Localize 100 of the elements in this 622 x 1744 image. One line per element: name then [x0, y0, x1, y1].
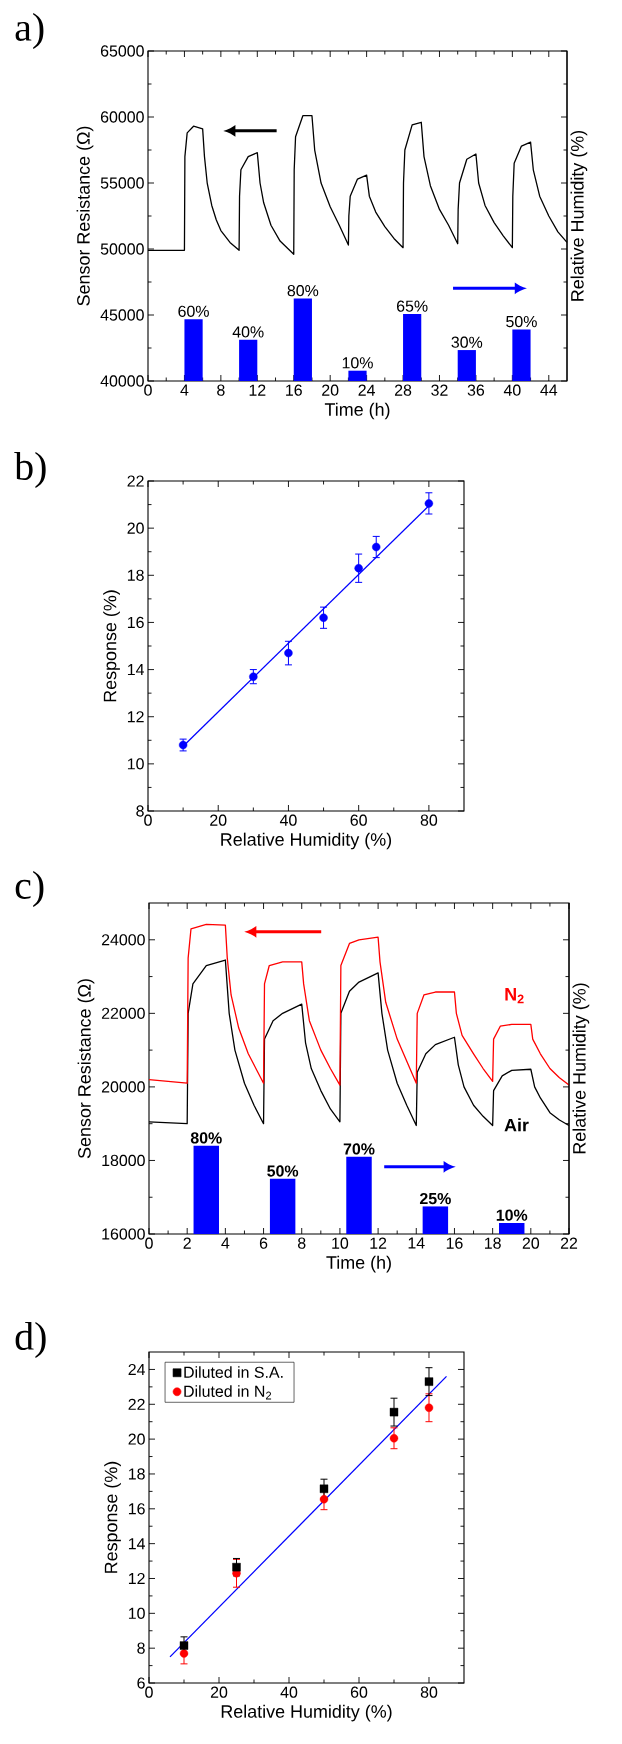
y-tick-label: 22 [127, 475, 144, 487]
x-tick-label: 40 [280, 1686, 298, 1698]
x-tick-label: 60 [350, 1686, 368, 1698]
x-tick-label: 12 [370, 1237, 387, 1249]
x-tick-label: 8 [297, 1237, 306, 1249]
y-tick-label: 18 [128, 1468, 145, 1480]
bar [293, 298, 312, 381]
x-tick-label: 0 [144, 814, 152, 826]
x-axis-title: Relative Humidity (%) [221, 832, 392, 850]
x-tick-label: 80 [420, 814, 438, 826]
point [179, 1641, 189, 1650]
y-tick-label: 14 [127, 664, 145, 676]
point [424, 499, 434, 508]
chart-title: c) [15, 870, 44, 908]
data-label: 60% [178, 305, 209, 317]
bar [346, 1156, 372, 1235]
point [389, 1407, 399, 1417]
x-tick-label: 22 [560, 1237, 578, 1249]
y-tick-label: 55000 [100, 177, 144, 189]
data-label: 50% [506, 315, 537, 328]
y-tick-label: 10 [127, 758, 144, 770]
bar [348, 370, 367, 381]
point [372, 542, 381, 552]
bar [239, 339, 258, 381]
data-label: 80% [190, 1132, 222, 1144]
y-axis-title: Response (%) [103, 590, 120, 702]
data-label: 70% [343, 1143, 375, 1155]
y-tick-label: 16000 [102, 1228, 145, 1240]
y-tick-label: 24000 [101, 934, 145, 946]
chart-title: d) [15, 1321, 46, 1359]
y-tick-label: 12 [127, 711, 144, 723]
x-tick-label: 20 [210, 814, 227, 826]
point [232, 1562, 241, 1572]
y2-axis-title: Relative Humidity (%) [570, 130, 588, 301]
y-axis-title: Response (%) [104, 1461, 121, 1573]
x-tick-label: 6 [259, 1237, 268, 1249]
y-tick-label: 22000 [101, 1007, 145, 1019]
data-label: 30% [451, 336, 483, 348]
y-tick-label: 8 [136, 805, 144, 817]
x-tick-label: 28 [394, 384, 412, 396]
bar [193, 1145, 219, 1235]
bar [457, 350, 476, 381]
x-tick-label: 16 [286, 384, 302, 396]
y-tick-label: 22 [128, 1398, 145, 1410]
y-tick-label: 20 [128, 1433, 145, 1445]
y-tick-label: 14 [128, 1538, 146, 1550]
y-axis-title: Sensor Resistance (Ω) [77, 979, 95, 1159]
data-label: 10% [342, 357, 373, 369]
x-tick-label: 20 [322, 384, 339, 396]
x-tick-label: 0 [145, 1686, 153, 1698]
y-tick-label: 16 [127, 616, 144, 629]
point [319, 1495, 329, 1504]
legend-label: Air [504, 1118, 529, 1132]
y-tick-label: 60000 [100, 111, 144, 123]
x-tick-label: 2 [183, 1237, 191, 1249]
x-tick-label: 60 [350, 814, 367, 826]
y-tick-label: 12 [128, 1572, 145, 1585]
x-tick-label: 20 [522, 1237, 540, 1249]
series-label: N$_{2}$ [505, 988, 524, 1004]
point [319, 1484, 329, 1493]
bar [512, 329, 531, 381]
x-tick-label: 10 [332, 1237, 349, 1249]
x-tick-label: 32 [431, 384, 448, 396]
y-tick-label: 18 [127, 569, 144, 581]
y-tick-label: 24 [128, 1363, 146, 1376]
x-tick-label: 16 [446, 1237, 463, 1249]
x-tick-label: 36 [467, 384, 485, 396]
y-tick-label: 65000 [100, 45, 144, 57]
x-tick-label: 44 [540, 384, 558, 396]
point [284, 648, 293, 658]
y-axis-title: Sensor Resistance (Ω) [76, 126, 94, 306]
y-tick-label: 6 [137, 1677, 145, 1689]
x-tick-label: 4 [180, 384, 189, 396]
data-label: 65% [397, 300, 428, 312]
legend-label: Diluted in N$_{2}$ [184, 1385, 272, 1400]
x-tick-label: 0 [144, 384, 152, 396]
x-tick-label: 24 [358, 384, 375, 396]
point [179, 1649, 189, 1658]
chart-title: a) [15, 12, 44, 50]
y-tick-label: 16 [128, 1503, 145, 1515]
data-label: 25% [419, 1192, 451, 1205]
x-tick-label: 12 [249, 384, 266, 396]
bar [499, 1222, 525, 1235]
y-tick-label: 50000 [100, 243, 144, 255]
y-tick-label: 40000 [100, 375, 144, 387]
x-tick-label: 40 [503, 384, 521, 396]
y2-axis-title: Relative Humidity (%) [572, 983, 590, 1154]
point [354, 564, 363, 573]
x-axis-title: Relative Humidity (%) [221, 1704, 392, 1722]
y-tick-label: 45000 [100, 309, 144, 321]
point [319, 613, 328, 622]
data-label: 80% [287, 285, 319, 297]
legend-label: Diluted in S.A. [184, 1366, 283, 1378]
x-tick-label: 14 [408, 1237, 425, 1249]
y-tick-label: 18000 [102, 1154, 145, 1167]
y-tick-label: 10 [128, 1607, 145, 1619]
bar [422, 1206, 449, 1235]
point [249, 672, 258, 681]
data-label: 50% [267, 1165, 299, 1177]
bar [269, 1178, 296, 1235]
